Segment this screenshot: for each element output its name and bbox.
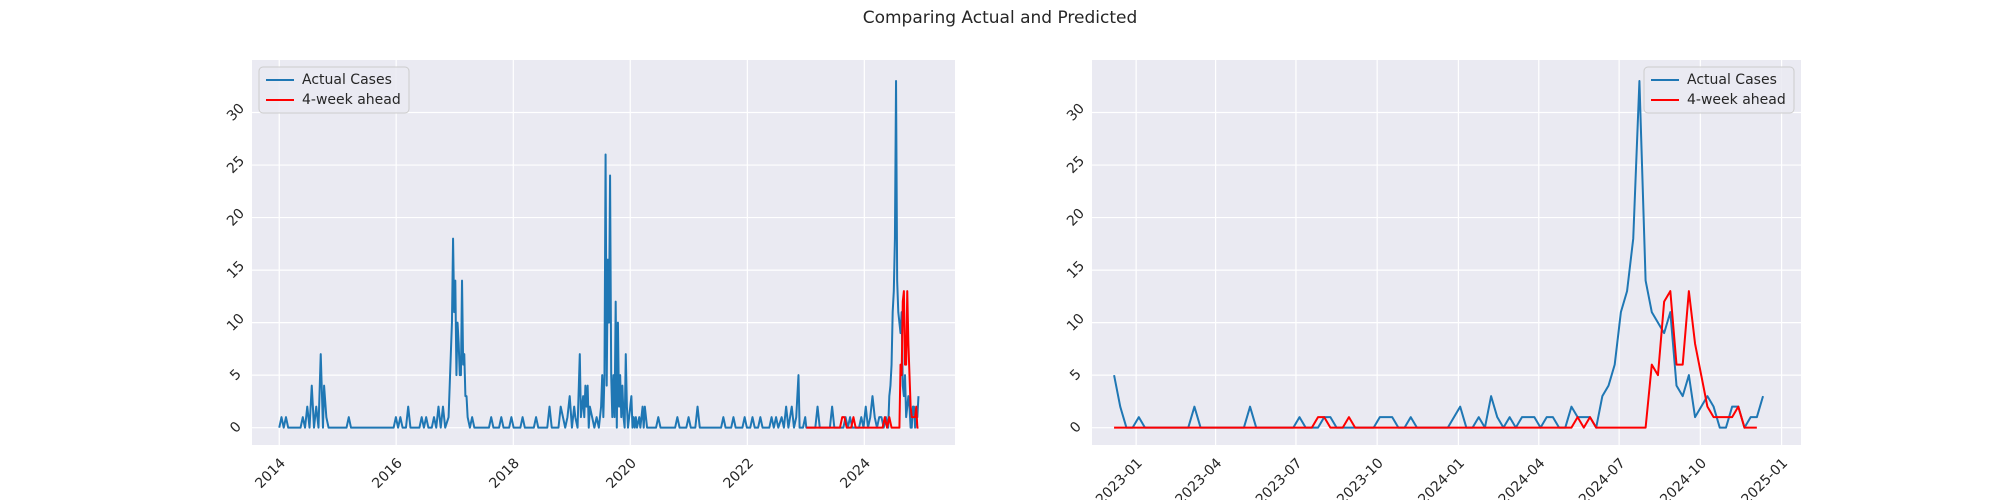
y-tick-label: 25	[224, 153, 248, 177]
y-tick-label: 10	[224, 311, 248, 335]
legend: Actual Cases 4-week ahead	[258, 66, 410, 114]
y-tick-label: 5	[227, 366, 245, 384]
y-tick-label: 15	[1064, 258, 1088, 282]
x-tick-label: 2014	[252, 455, 289, 492]
x-tick-label: 2024-04	[1496, 455, 1549, 500]
chart-panel-1: 0 5 10 15 20 25 30 2014 2016 2018 2020 2022 2024 Actu…	[224, 60, 955, 492]
legend-box	[258, 66, 410, 114]
x-tick-label: 2023-04	[1173, 455, 1226, 500]
legend-label: 4-week ahead	[302, 92, 401, 108]
x-tick-label: 2025-01	[1739, 455, 1792, 500]
legend-label: 4-week ahead	[1687, 92, 1786, 108]
legend-label: Actual Cases	[302, 72, 392, 88]
x-tick-label: 2018	[486, 455, 523, 492]
figure-title: Comparing Actual and Predicted	[862, 8, 1138, 28]
y-tick-label: 5	[1067, 366, 1085, 384]
legend-label: Actual Cases	[1687, 72, 1777, 88]
x-tick-label: 2024	[837, 455, 874, 492]
x-tick-label: 2024-01	[1415, 455, 1468, 500]
y-tick-label: 25	[1064, 153, 1088, 177]
x-tick-label: 2020	[603, 455, 640, 492]
y-tick-label: 30	[1064, 101, 1088, 125]
series-line-1	[278, 80, 920, 429]
plot-area	[1092, 60, 1801, 445]
y-tick-label: 10	[1064, 311, 1088, 335]
x-tick-label: 2023-07	[1253, 455, 1306, 500]
chart-panel-2: 0 5 10 15 20 25 30 2023-01 2023-04 2023-07 2023-10…	[1064, 60, 1801, 500]
legend: Actual Cases 4-week ahead	[1643, 66, 1795, 114]
x-tick-label: 2023-01	[1093, 455, 1146, 500]
legend-box	[1643, 66, 1795, 114]
y-tick-label: 15	[224, 258, 248, 282]
y-tick-label: 20	[224, 206, 248, 230]
y-tick-label: 0	[227, 419, 245, 437]
y-tick-label: 20	[1064, 206, 1088, 230]
x-tick-label: 2024-07	[1576, 455, 1629, 500]
x-tick-label: 2016	[369, 455, 406, 492]
y-tick-label: 0	[1067, 419, 1085, 437]
x-tick-label: 2022	[720, 455, 757, 492]
x-tick-label: 2024-10	[1657, 455, 1710, 500]
x-tick-label: 2023-10	[1334, 455, 1387, 500]
series-line-2	[806, 290, 919, 429]
y-tick-label: 30	[224, 101, 248, 125]
series-line-2	[1114, 290, 1757, 429]
